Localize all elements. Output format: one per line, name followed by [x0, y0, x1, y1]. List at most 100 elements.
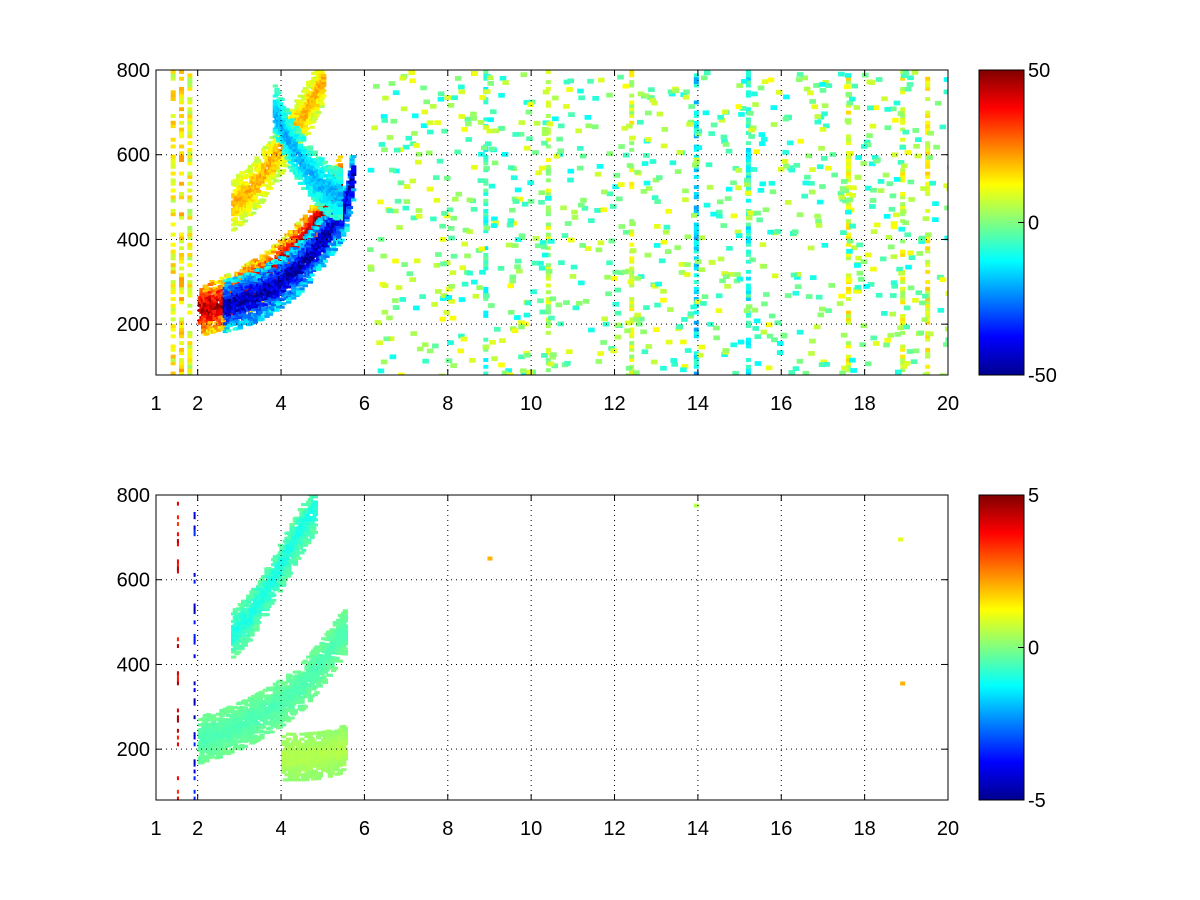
- heatmap-cell: [314, 241, 320, 246]
- heatmap-cell: [490, 109, 497, 115]
- heatmap-cell: [267, 300, 273, 304]
- heatmap-cell: [761, 79, 769, 85]
- heatmap-cell: [304, 269, 310, 273]
- heatmap-cell: [179, 70, 185, 74]
- heatmap-cell: [744, 177, 751, 183]
- heatmap-cell: [483, 337, 489, 342]
- heatmap-cell: [485, 141, 492, 147]
- heatmap-cell: [237, 326, 243, 330]
- heatmap-cell: [296, 131, 302, 135]
- heatmap-cell: [483, 208, 489, 213]
- heatmap-cell: [794, 274, 801, 280]
- heatmap-cell: [244, 182, 250, 186]
- heatmap-cell: [518, 324, 525, 330]
- heatmap-cell: [545, 310, 551, 315]
- heatmap-cell: [784, 199, 792, 205]
- heatmap-cell: [309, 175, 315, 179]
- heatmap-cell: [845, 368, 851, 373]
- heatmap-cell: [252, 320, 258, 324]
- heatmap-cell: [301, 120, 307, 124]
- heatmap-cell: [693, 280, 699, 284]
- heatmap-cell: [179, 320, 185, 325]
- heatmap-cell: [256, 169, 262, 173]
- heatmap-cell: [483, 212, 489, 217]
- heatmap-cell: [499, 75, 507, 81]
- heatmap-cell: [336, 182, 342, 186]
- heatmap-cell: [845, 141, 851, 146]
- heatmap-cell: [845, 185, 851, 190]
- heatmap-cell: [682, 197, 689, 203]
- heatmap-cell: [176, 562, 179, 567]
- heatmap-cell: [557, 123, 565, 129]
- heatmap-cell: [274, 260, 280, 264]
- heatmap-cell: [309, 215, 315, 219]
- heatmap-cell: [261, 150, 267, 154]
- heatmap-cell: [844, 118, 852, 123]
- heatmap-cell: [187, 347, 193, 352]
- heatmap-cell: [239, 216, 245, 221]
- heatmap-cell: [633, 370, 640, 375]
- heatmap-cell: [900, 192, 906, 196]
- heatmap-cell: [322, 165, 329, 169]
- heatmap-cell: [297, 278, 304, 282]
- heatmap-cell: [900, 90, 906, 95]
- heatmap-cell: [840, 230, 847, 235]
- heatmap-cell: [486, 128, 494, 134]
- heatmap-cell: [170, 120, 176, 125]
- heatmap-cell: [925, 269, 931, 274]
- heatmap-cell: [629, 358, 635, 362]
- heatmap-cell: [629, 229, 635, 234]
- heatmap-cell: [281, 121, 287, 125]
- heatmap-cell: [796, 329, 804, 335]
- heatmap-cell: [179, 341, 185, 345]
- heatmap-cell: [845, 202, 851, 207]
- heatmap-cell: [316, 239, 322, 243]
- heatmap-cell: [170, 303, 176, 308]
- heatmap-cell: [591, 124, 599, 130]
- heatmap-cell: [264, 153, 270, 157]
- heatmap-cell: [745, 188, 751, 193]
- heatmap-cell: [264, 284, 270, 288]
- heatmap-cell: [239, 285, 245, 289]
- heatmap-cell: [576, 146, 584, 151]
- heatmap-cell: [845, 297, 851, 301]
- heatmap-cell: [337, 168, 344, 172]
- heatmap-cell: [331, 245, 337, 249]
- heatmap-cell: [319, 211, 325, 215]
- heatmap-cell: [314, 114, 320, 118]
- heatmap-cell: [272, 94, 278, 98]
- heatmap-cell: [187, 147, 193, 152]
- heatmap-cell: [548, 315, 555, 321]
- heatmap-cell: [307, 188, 314, 192]
- heatmap-cell: [281, 152, 287, 156]
- heatmap-cell: [480, 145, 488, 151]
- heatmap-cell: [347, 205, 354, 210]
- heatmap-cell: [483, 178, 489, 183]
- heatmap-cell: [341, 213, 347, 217]
- heatmap-cell: [307, 280, 314, 284]
- heatmap-cell: [518, 233, 526, 239]
- heatmap-cell: [867, 105, 874, 111]
- heatmap-cell: [351, 167, 357, 171]
- heatmap-cell: [236, 306, 242, 310]
- heatmap-cell: [309, 263, 315, 267]
- heatmap-cell: [890, 224, 898, 230]
- heatmap-cell: [179, 212, 185, 217]
- heatmap-cell: [745, 151, 751, 156]
- heatmap-cell: [170, 124, 176, 129]
- heatmap-cell: [730, 342, 737, 348]
- heatmap-cell: [197, 718, 203, 722]
- heatmap-cell: [693, 124, 699, 129]
- heatmap-cell: [219, 314, 225, 318]
- heatmap-cell: [488, 183, 496, 189]
- heatmap-cell: [783, 163, 790, 169]
- heatmap-cell: [629, 300, 635, 305]
- heatmap-cell: [187, 154, 193, 159]
- heatmap-cell: [808, 180, 815, 186]
- heatmap-cell: [311, 233, 317, 237]
- heatmap-cell: [411, 131, 418, 136]
- heatmap-cell: [943, 342, 948, 347]
- heatmap-cell: [187, 100, 193, 105]
- heatmap-cell: [279, 248, 285, 252]
- heatmap-cell: [545, 307, 551, 312]
